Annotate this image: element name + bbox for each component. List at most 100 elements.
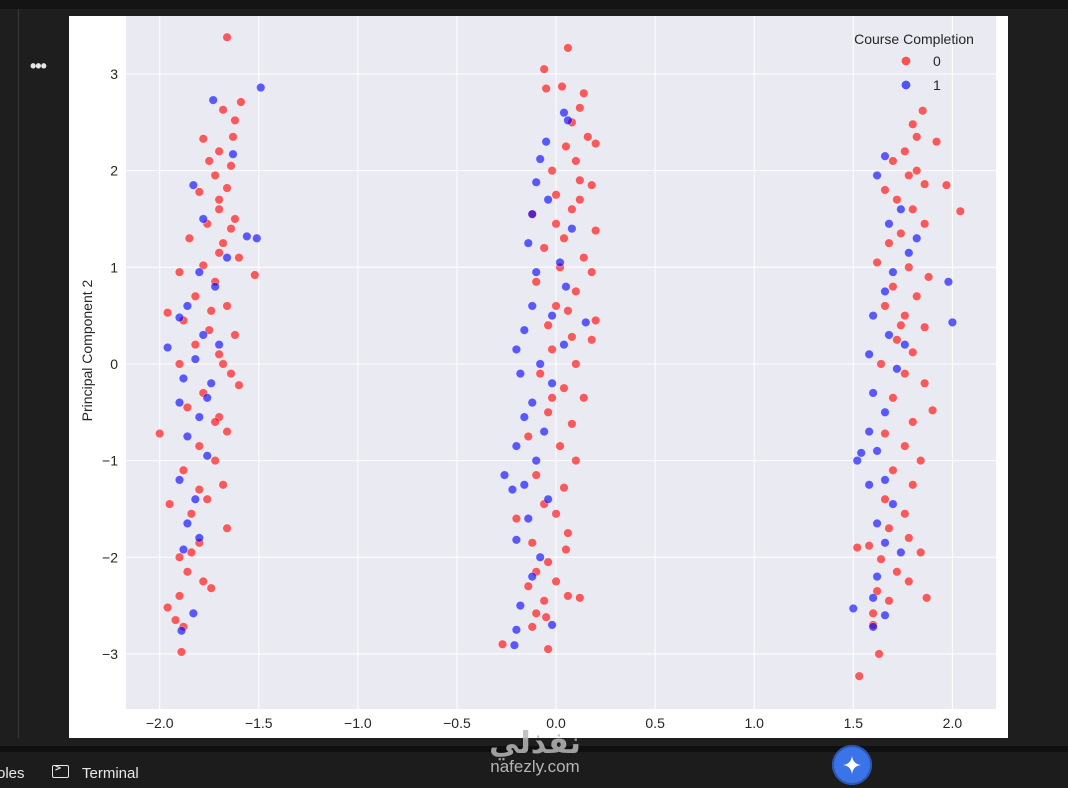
data-point bbox=[884, 238, 894, 248]
gutter-divider bbox=[18, 9, 19, 738]
data-point bbox=[202, 393, 212, 403]
data-point bbox=[854, 671, 864, 681]
data-point bbox=[888, 499, 898, 509]
data-point bbox=[519, 480, 529, 490]
left-gutter bbox=[0, 9, 69, 738]
data-point bbox=[531, 277, 541, 287]
data-point bbox=[908, 347, 918, 357]
data-point bbox=[900, 509, 910, 519]
data-point bbox=[198, 260, 208, 270]
data-point bbox=[163, 602, 173, 613]
data-point bbox=[888, 282, 898, 292]
data-point bbox=[880, 538, 890, 548]
plot-area bbox=[126, 16, 996, 709]
x-tick-label: 0.0 bbox=[546, 715, 566, 731]
data-point bbox=[178, 465, 189, 475]
data-point bbox=[210, 170, 220, 181]
data-point bbox=[874, 649, 884, 659]
data-point bbox=[519, 325, 529, 335]
data-point bbox=[184, 233, 195, 243]
data-point bbox=[591, 225, 601, 236]
data-point bbox=[186, 509, 196, 519]
terminal-icon[interactable] bbox=[52, 763, 69, 778]
data-point bbox=[561, 544, 571, 555]
series-0 bbox=[155, 32, 965, 681]
data-point bbox=[931, 137, 942, 147]
data-point bbox=[242, 231, 252, 241]
data-point bbox=[214, 195, 224, 205]
data-point bbox=[927, 405, 938, 415]
data-point bbox=[230, 115, 240, 125]
data-point bbox=[226, 224, 236, 234]
data-point bbox=[571, 156, 581, 166]
data-point bbox=[531, 177, 541, 187]
data-point bbox=[872, 257, 882, 268]
variables-tab-label[interactable]: oles bbox=[0, 765, 25, 782]
more-icon[interactable]: ••• bbox=[30, 56, 47, 76]
data-point bbox=[527, 538, 537, 548]
sparkle-fab-button[interactable] bbox=[832, 745, 872, 785]
data-point bbox=[571, 359, 581, 369]
data-point bbox=[511, 344, 522, 355]
data-point bbox=[218, 105, 228, 115]
data-point bbox=[204, 325, 214, 335]
data-point bbox=[892, 335, 902, 345]
data-point bbox=[188, 180, 198, 190]
data-point bbox=[194, 187, 204, 197]
data-point bbox=[884, 523, 894, 533]
data-point bbox=[864, 541, 874, 551]
data-point bbox=[543, 195, 553, 205]
data-point bbox=[228, 149, 238, 159]
data-point bbox=[178, 373, 189, 384]
data-point bbox=[511, 535, 522, 545]
data-point bbox=[210, 456, 220, 466]
data-point bbox=[563, 43, 573, 53]
data-point bbox=[163, 308, 173, 318]
data-point bbox=[872, 446, 882, 456]
data-point bbox=[563, 528, 573, 538]
data-point bbox=[904, 576, 914, 587]
data-point bbox=[190, 291, 200, 301]
data-point bbox=[210, 282, 220, 292]
data-point bbox=[567, 204, 577, 214]
data-point bbox=[507, 484, 518, 495]
data-point bbox=[226, 369, 236, 379]
data-point bbox=[519, 412, 529, 422]
x-tick-label: −0.5 bbox=[443, 715, 471, 731]
data-point bbox=[880, 301, 890, 311]
data-point bbox=[186, 547, 196, 558]
data-point bbox=[896, 228, 906, 239]
data-point bbox=[922, 593, 932, 603]
data-point bbox=[499, 470, 510, 480]
data-point bbox=[194, 441, 204, 451]
data-point bbox=[876, 359, 886, 369]
data-point bbox=[222, 183, 232, 193]
data-point bbox=[864, 480, 874, 490]
y-tick-label: 2 bbox=[110, 163, 118, 179]
data-point bbox=[872, 586, 882, 596]
terminal-tab-label[interactable]: Terminal bbox=[82, 765, 139, 782]
data-point bbox=[204, 156, 214, 166]
data-point bbox=[527, 398, 537, 408]
data-point bbox=[888, 156, 898, 166]
data-point bbox=[547, 393, 557, 403]
data-point bbox=[575, 175, 585, 185]
data-point bbox=[535, 359, 545, 369]
data-point bbox=[230, 214, 240, 224]
data-point bbox=[194, 484, 204, 495]
legend-label: 0 bbox=[933, 53, 941, 69]
sparkle-icon bbox=[843, 756, 861, 774]
data-point bbox=[164, 499, 175, 509]
data-point bbox=[182, 518, 193, 529]
data-point bbox=[202, 451, 212, 461]
data-point bbox=[543, 320, 553, 330]
data-point bbox=[880, 494, 890, 504]
data-point bbox=[892, 364, 902, 374]
data-point bbox=[194, 412, 204, 422]
data-point bbox=[174, 312, 185, 323]
data-point bbox=[916, 456, 926, 466]
x-tick-label: 2.0 bbox=[943, 715, 963, 731]
legend-marker bbox=[900, 55, 912, 67]
data-point bbox=[575, 103, 585, 113]
data-point bbox=[852, 542, 862, 553]
